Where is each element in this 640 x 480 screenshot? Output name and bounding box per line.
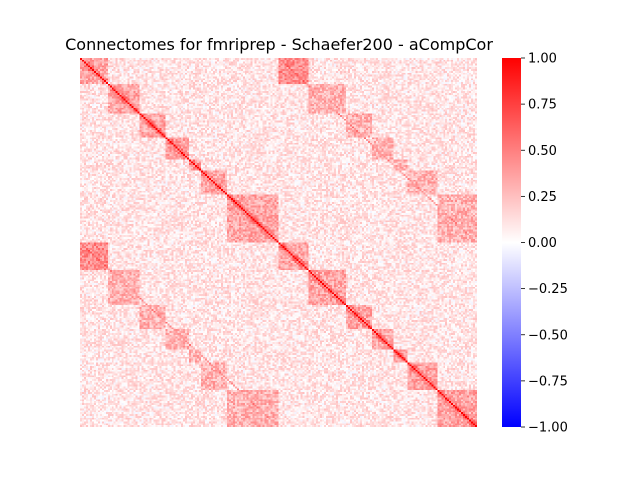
colorbar: 1.00 0.75 0.50 0.25 0.00 −0.25 −0.50 −0.75 −1.00	[502, 52, 568, 436]
colorbar-ticks: 1.00 0.75 0.50 0.25 0.00 −0.25 −0.50 −0.75 −1.00	[521, 52, 568, 436]
heatmap-matrix-image	[80, 58, 477, 427]
colorbar-tick-label: −0.75	[528, 374, 568, 389]
colorbar-tick-label: 1.00	[528, 52, 557, 67]
colorbar-tick-label: 0.75	[528, 98, 557, 113]
chart-title: Connectomes for fmriprep - Schaefer200 -…	[65, 35, 493, 54]
colorbar-tick-label: 0.50	[528, 144, 557, 159]
heatmap	[80, 58, 477, 427]
colorbar-tick-label: −1.00	[528, 421, 568, 436]
colorbar-gradient	[502, 58, 521, 427]
colorbar-tick-label: −0.50	[528, 328, 568, 343]
colorbar-tick-label: 0.00	[528, 236, 557, 251]
colorbar-tick-label: 0.25	[528, 190, 557, 205]
colorbar-tick-label: −0.25	[528, 282, 568, 297]
